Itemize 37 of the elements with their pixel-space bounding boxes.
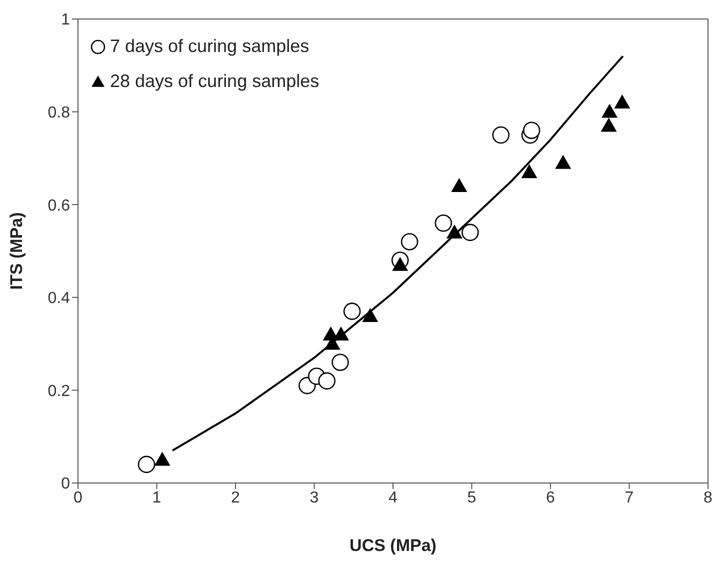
x-axis-title: UCS (MPa) bbox=[350, 536, 436, 555]
x-tick-label: 5 bbox=[467, 489, 476, 506]
line-series bbox=[172, 55, 624, 452]
point bbox=[602, 104, 618, 118]
point bbox=[318, 372, 336, 390]
point bbox=[600, 118, 617, 132]
point bbox=[555, 154, 572, 169]
y-tick-label: 0.2 bbox=[48, 382, 70, 400]
point bbox=[521, 164, 538, 178]
point bbox=[451, 178, 468, 192]
y-tick-label: 0 bbox=[61, 476, 70, 493]
point bbox=[462, 224, 479, 242]
point bbox=[492, 126, 510, 144]
x-tick-label: 4 bbox=[388, 489, 398, 506]
point bbox=[400, 233, 418, 250]
point bbox=[392, 256, 408, 271]
x-tick-label: 6 bbox=[546, 489, 556, 506]
point bbox=[332, 354, 349, 372]
point bbox=[434, 214, 452, 232]
point bbox=[154, 452, 170, 466]
point bbox=[138, 456, 156, 474]
x-tick-label: 2 bbox=[231, 489, 240, 506]
y-tick-label: 0.6 bbox=[48, 197, 70, 214]
point bbox=[614, 94, 630, 109]
point bbox=[522, 122, 540, 140]
y-tick-label: 0.4 bbox=[48, 290, 70, 308]
legend-label: 28 days of curing samples bbox=[110, 71, 320, 92]
point bbox=[343, 302, 361, 320]
x-tick-label: 8 bbox=[704, 489, 713, 506]
y-tick-label: 1 bbox=[61, 12, 70, 29]
y-tick-label: 0.8 bbox=[48, 104, 70, 122]
x-tick-label: 7 bbox=[624, 489, 634, 506]
legend-label: 7 days of curing samples bbox=[110, 36, 310, 57]
y-axis-title: ITS (MPa) bbox=[7, 212, 26, 290]
x-tick-label: 1 bbox=[152, 489, 162, 506]
x-tick-label: 3 bbox=[310, 489, 319, 506]
x-tick-label: 0 bbox=[74, 489, 83, 506]
